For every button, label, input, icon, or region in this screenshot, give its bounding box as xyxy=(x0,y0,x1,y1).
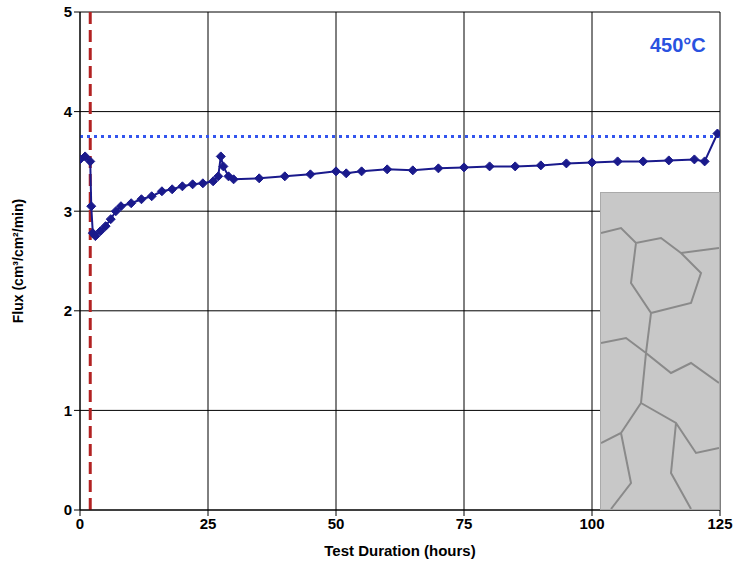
svg-text:Test Duration (hours): Test Duration (hours) xyxy=(324,542,475,559)
svg-text:125: 125 xyxy=(707,515,732,532)
svg-text:0: 0 xyxy=(64,501,72,518)
svg-text:0: 0 xyxy=(76,515,84,532)
svg-text:3: 3 xyxy=(64,203,72,220)
svg-text:Flux (cm³/cm²/min): Flux (cm³/cm²/min) xyxy=(10,199,26,323)
svg-text:50: 50 xyxy=(328,515,345,532)
svg-text:1: 1 xyxy=(64,402,72,419)
svg-text:75: 75 xyxy=(456,515,473,532)
svg-text:4: 4 xyxy=(64,103,73,120)
svg-text:25: 25 xyxy=(200,515,217,532)
svg-text:100: 100 xyxy=(579,515,604,532)
html-text:450°C: 450°C xyxy=(650,34,706,56)
svg-text:5: 5 xyxy=(64,3,72,20)
svg-text:2: 2 xyxy=(64,302,72,319)
